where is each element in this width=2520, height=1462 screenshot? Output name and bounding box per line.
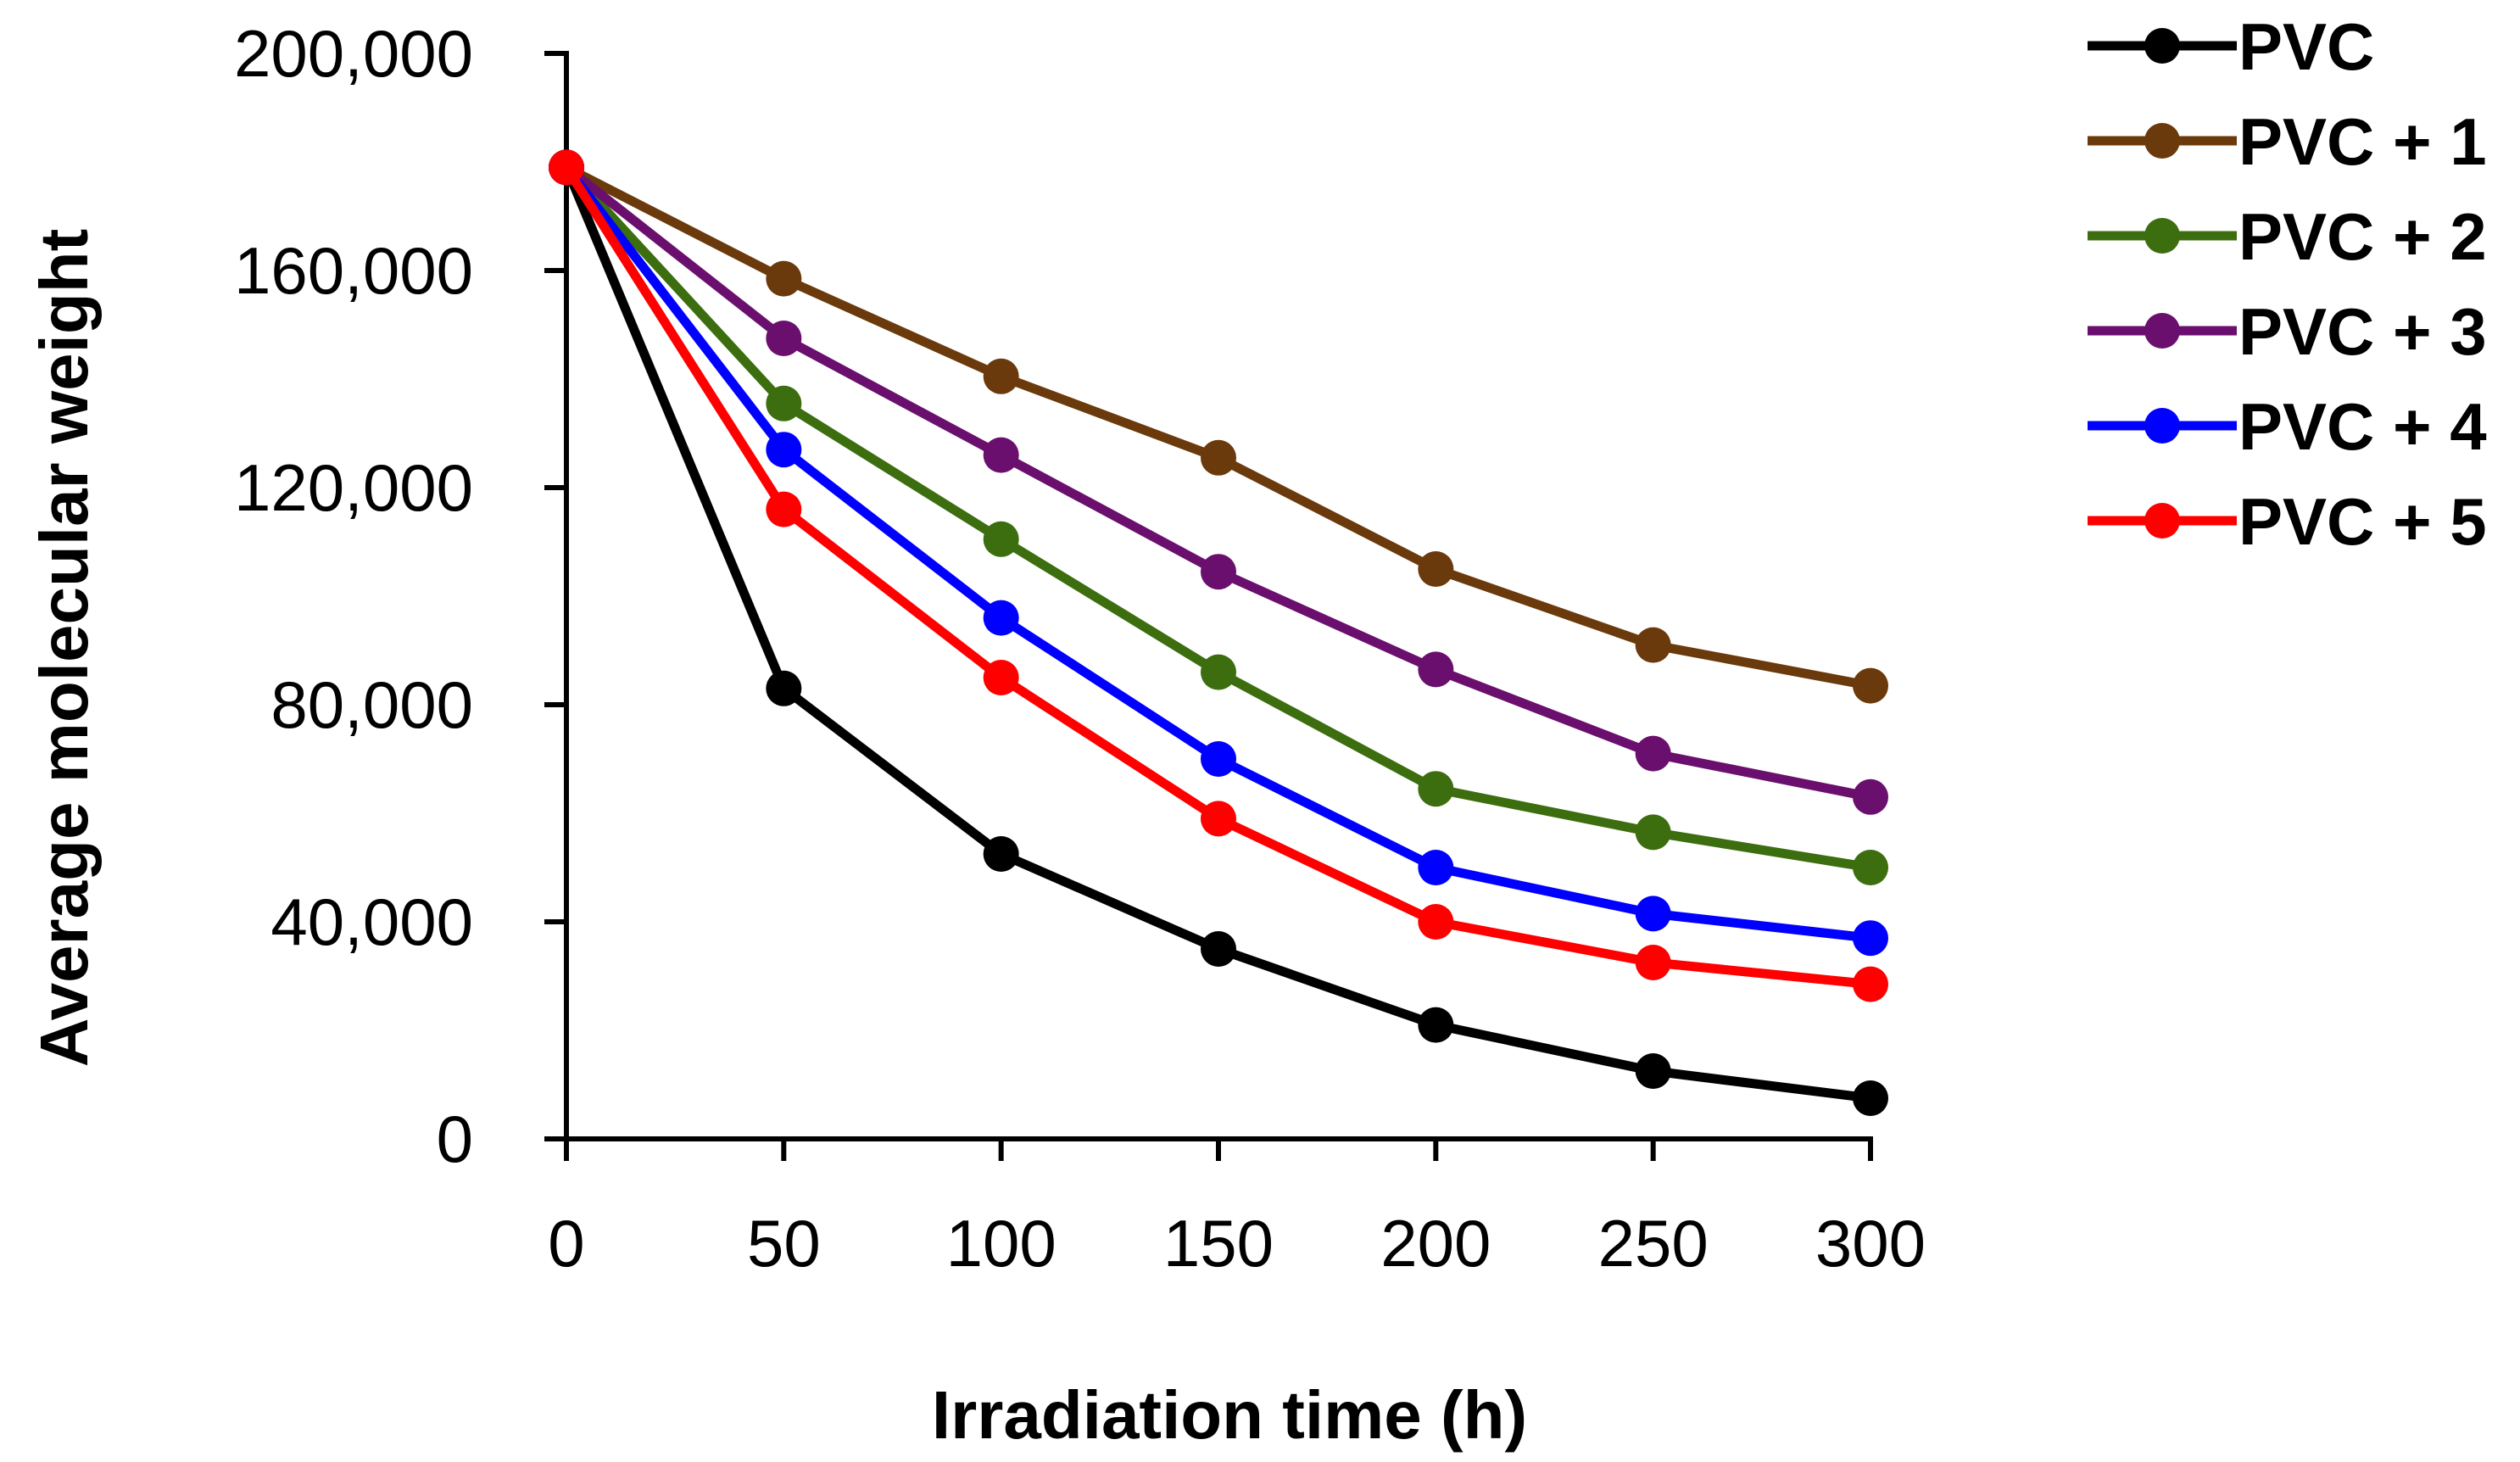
legend-item: PVC + 1 xyxy=(2088,104,2487,179)
series-lines xyxy=(549,149,1888,1116)
data-point xyxy=(983,437,1019,473)
y-tick-label: 120,000 xyxy=(234,450,473,525)
legend: PVC PVC + 1 PVC + 2 PVC + 3 PVC + 4 PVC + 5 xyxy=(2088,9,2487,559)
data-point xyxy=(766,432,802,468)
data-point xyxy=(1635,1053,1671,1089)
data-point xyxy=(1635,735,1671,772)
legend-marker xyxy=(2144,123,2180,159)
legend-item: PVC xyxy=(2088,9,2374,84)
data-point xyxy=(766,260,802,297)
x-axis-title: Irradiation time (h) xyxy=(932,1377,1527,1453)
y-tick-label: 160,000 xyxy=(234,233,473,308)
data-point xyxy=(1635,627,1671,663)
legend-marker xyxy=(2144,313,2180,349)
legend-marker xyxy=(2144,408,2180,444)
data-point xyxy=(766,670,802,706)
legend-marker xyxy=(2144,28,2180,64)
x-tick-label: 250 xyxy=(1598,1206,1709,1281)
data-point xyxy=(1853,920,1888,957)
legend-marker xyxy=(2144,218,2180,254)
data-point xyxy=(1418,904,1454,940)
data-point xyxy=(1418,551,1454,587)
data-point xyxy=(1201,654,1236,690)
series-pvc-3 xyxy=(549,149,1888,815)
data-point xyxy=(766,321,802,356)
axes: 0 40,000 80,000 120,000 160,000 200,000 0 50 100… xyxy=(234,16,1926,1281)
legend-label: PVC + 4 xyxy=(2238,389,2487,464)
legend-item: PVC + 5 xyxy=(2088,484,2487,559)
legend-label: PVC xyxy=(2238,9,2374,84)
data-point xyxy=(983,836,1019,872)
data-point xyxy=(766,385,802,421)
x-tick-label: 100 xyxy=(946,1206,1057,1281)
legend-item: PVC + 4 xyxy=(2088,389,2487,464)
data-point xyxy=(1418,651,1454,688)
legend-item: PVC + 2 xyxy=(2088,199,2487,274)
series-pvc-5 xyxy=(549,149,1888,1002)
data-point xyxy=(1418,850,1454,885)
data-point xyxy=(983,660,1019,695)
data-point xyxy=(983,600,1019,636)
x-tick-label: 150 xyxy=(1163,1206,1274,1281)
y-tick-label: 80,000 xyxy=(270,667,473,742)
data-point xyxy=(549,149,584,186)
x-tick-label: 50 xyxy=(747,1206,821,1281)
y-tick-label: 40,000 xyxy=(270,884,473,959)
data-point xyxy=(1201,801,1236,837)
data-point xyxy=(1853,778,1888,815)
y-tick-label: 0 xyxy=(437,1102,473,1176)
y-tick-label: 200,000 xyxy=(234,16,473,91)
data-point xyxy=(766,491,802,527)
data-point xyxy=(1201,439,1236,476)
data-point xyxy=(1201,931,1236,967)
x-tick-label: 200 xyxy=(1380,1206,1491,1281)
data-point xyxy=(1201,554,1236,590)
data-point xyxy=(1635,896,1671,932)
data-point xyxy=(983,521,1019,557)
x-tick-label: 0 xyxy=(548,1206,584,1281)
data-point xyxy=(1418,1007,1454,1043)
legend-label: PVC + 5 xyxy=(2238,484,2487,559)
data-point xyxy=(1418,771,1454,807)
data-point xyxy=(1853,667,1888,704)
data-point xyxy=(1853,850,1888,885)
data-point xyxy=(1635,945,1671,980)
y-axis-title: Average molecular weight xyxy=(26,229,102,1067)
data-point xyxy=(1201,741,1236,777)
legend-item: PVC + 3 xyxy=(2088,294,2487,369)
data-point xyxy=(1853,1080,1888,1116)
data-point xyxy=(983,358,1019,394)
legend-label: PVC + 2 xyxy=(2238,199,2487,274)
series-pvc-1 xyxy=(549,149,1888,704)
data-point xyxy=(1853,966,1888,1002)
x-tick-label: 300 xyxy=(1815,1206,1926,1281)
legend-label: PVC + 3 xyxy=(2238,294,2487,369)
legend-label: PVC + 1 xyxy=(2238,104,2487,179)
series-pvc xyxy=(549,149,1888,1116)
data-point xyxy=(1635,814,1671,851)
legend-marker xyxy=(2144,503,2180,538)
